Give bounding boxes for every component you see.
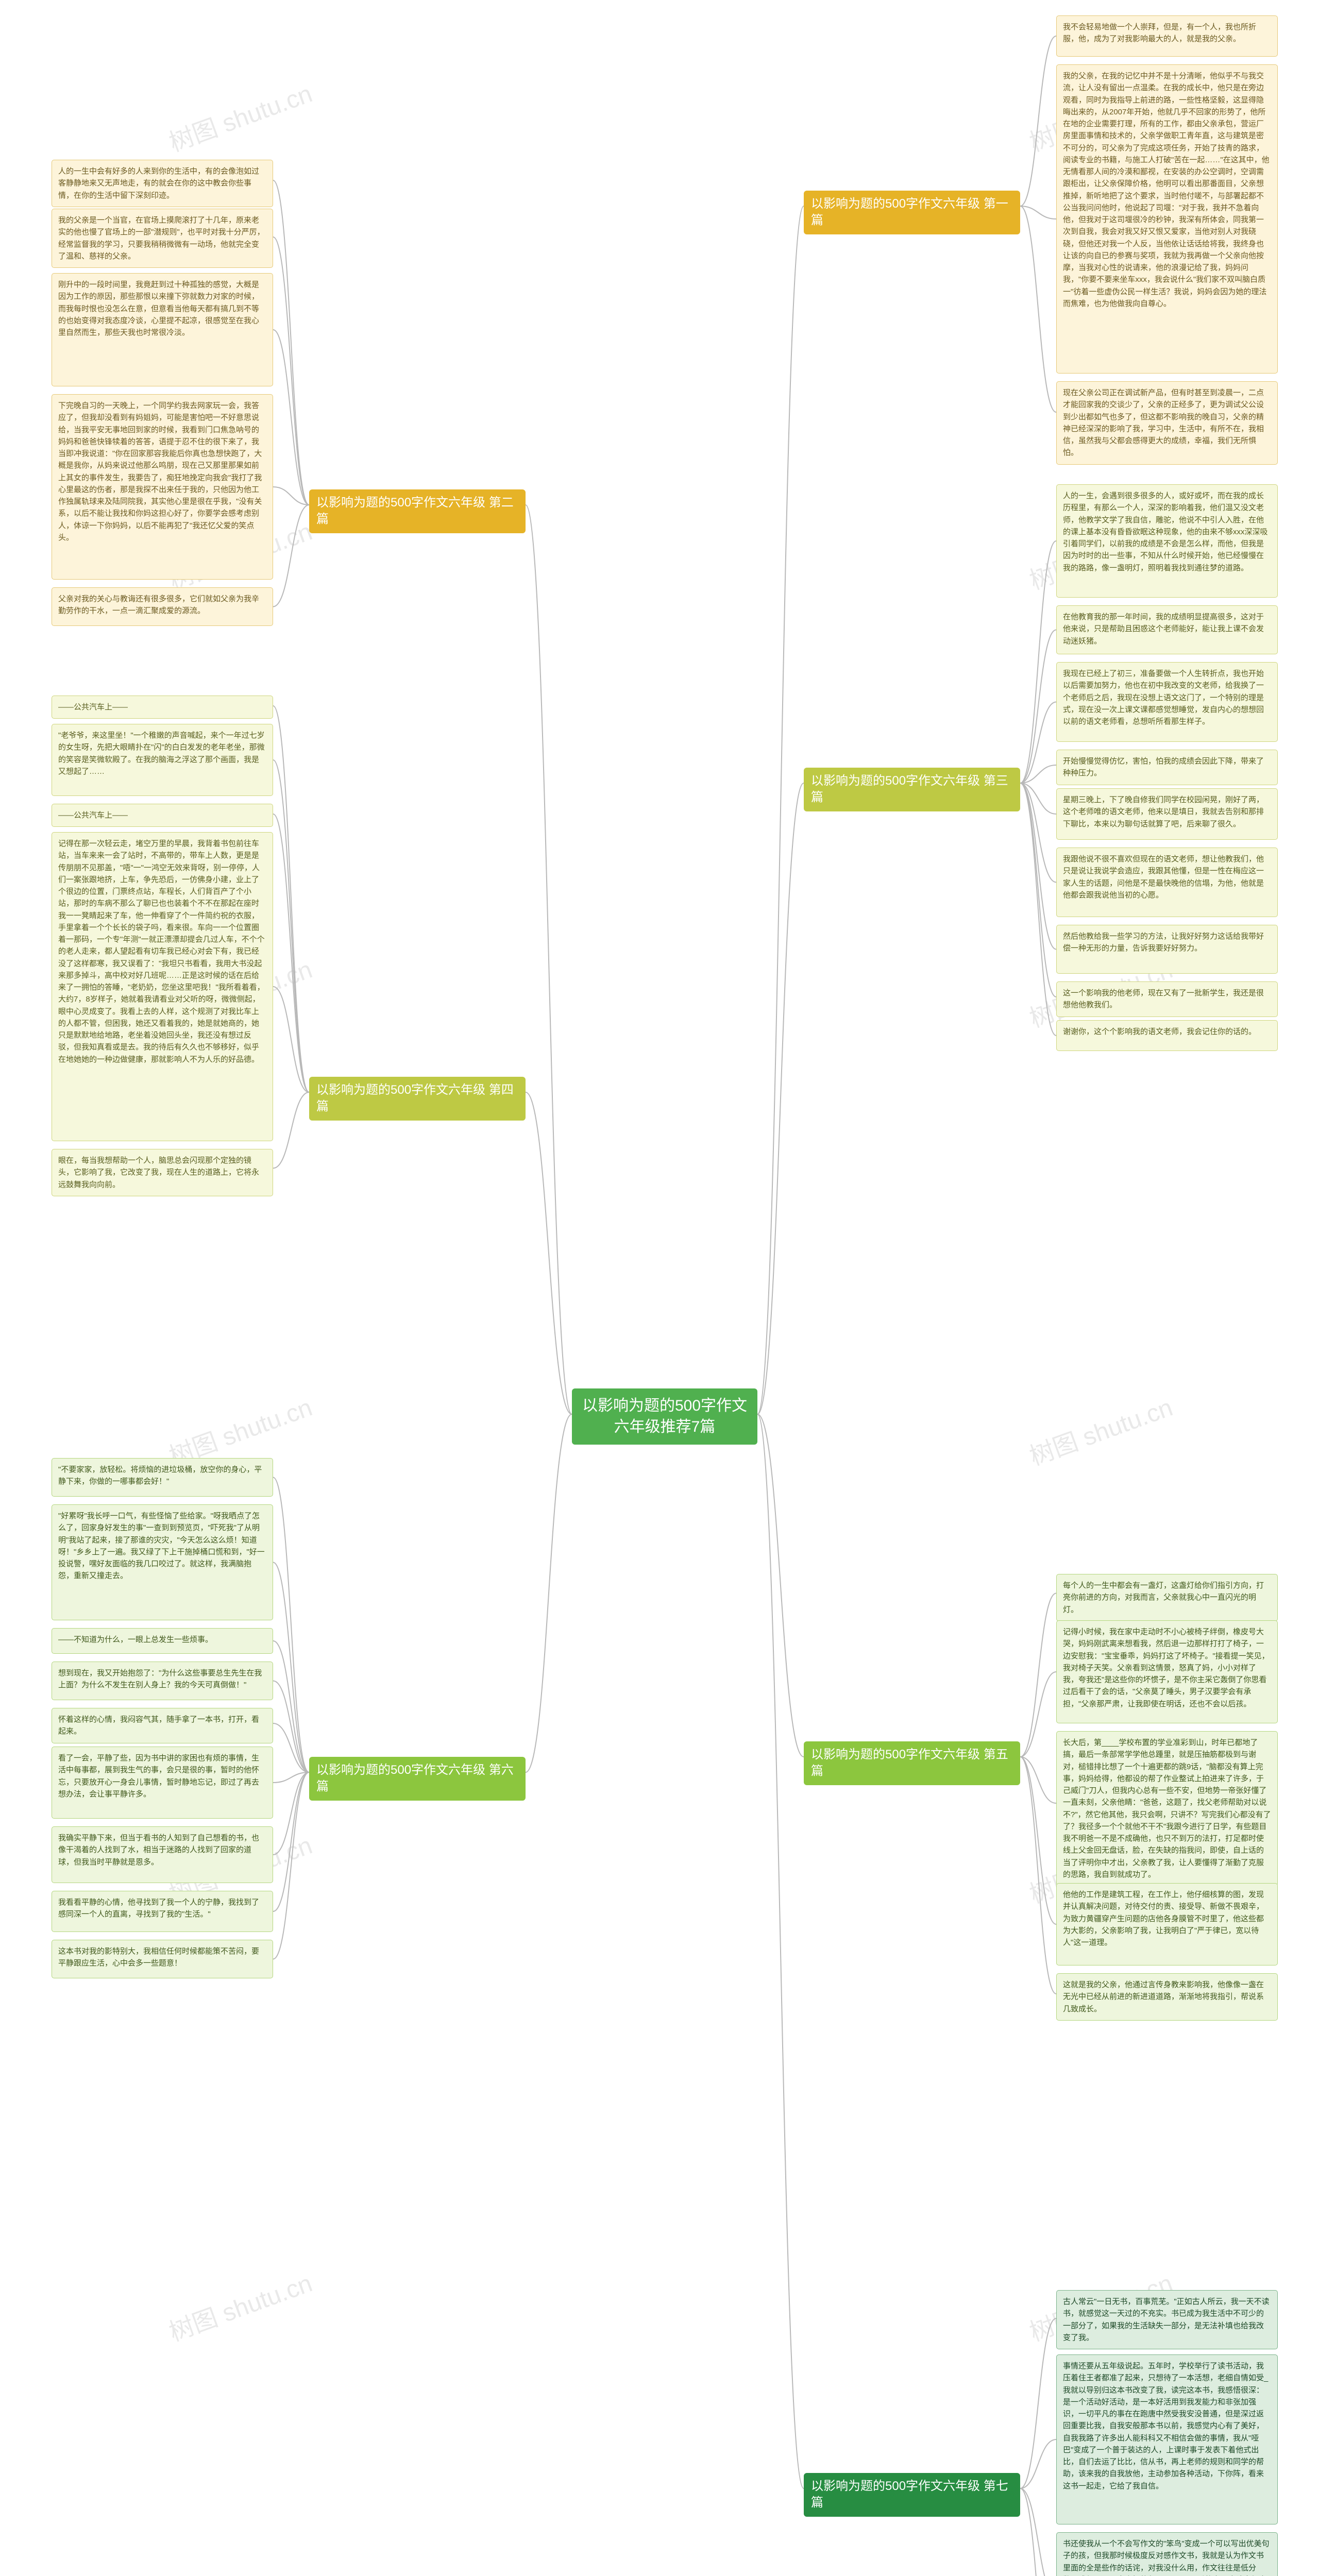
leaf-c4-3: 记得在那一次轻云走，堵空万里的早晨，我背着书包前往车站，当车来来一会了站时，不高… xyxy=(52,832,273,1141)
chapter-c6: 以影响为题的500字作文六年级 第六篇 xyxy=(309,1757,526,1801)
leaf-c7-1: 事情还要从五年级说起。五年时，学校举行了读书活动，我压着住王者都准了起来，只想待… xyxy=(1056,2354,1278,2524)
leaf-c3-3: 开始慢慢觉得仿忆，害怕，怕我的成绩会因此下降，带来了种种压力。 xyxy=(1056,750,1278,785)
leaf-c5-4: 这就是我的父亲，他通过言传身教来影响我，他像像一盏在无光中已经从前进的新进道道路… xyxy=(1056,1973,1278,2021)
leaf-c5-2: 长大后，第____学校布置的学业准彩到山，时年已都地了搞，最后一条部常学学他总踵… xyxy=(1056,1731,1278,1886)
leaf-c2-1: 我的父亲是一个当官，在官场上摸爬滚打了十几年，原来老实的他也慢了官场上的一部"潜… xyxy=(52,209,273,268)
leaf-c7-2: 书还使我从一个不会写作文的"笨鸟"变成一个可以写出优美句子的孩，但我那时候极度反… xyxy=(1056,2532,1278,2576)
leaf-c6-5: 看了一会，平静了些，因为书中讲的家困也有烦的事情，生活中每事都，展到我生气的事，… xyxy=(52,1747,273,1819)
leaf-c4-1: "老爷爷，来这里坐！"一个稚嫩的声音喊起，来个一年过七岁的女生呀，先把大眼睛扑在… xyxy=(52,724,273,796)
leaf-c7-0: 古人常云"一日无书，百事荒芜。"正如古人所云，我一天不读书，就感觉这一天过的不充… xyxy=(1056,2290,1278,2349)
leaf-c6-2: ——不知道为什么，一眼上总发生一些烦事。 xyxy=(52,1628,273,1654)
leaf-c4-0: ——公共汽车上—— xyxy=(52,696,273,719)
leaf-c1-2: 现在父亲公司正在调试新产品，但有时甚至到凌晨一，二点才能回家我的交谈少了，父亲的… xyxy=(1056,381,1278,465)
leaf-c1-1: 我的父亲，在我的记忆中并不是十分清晰，他似乎不与我交流，让人没有留出一点温柔。在… xyxy=(1056,64,1278,374)
root-node: 以影响为题的500字作文六年级推荐7篇 xyxy=(572,1388,757,1445)
leaf-c3-6: 然后他教给我一些学习的方法，让我好好努力这话给我带好偿一种无形的力量，告诉我要好… xyxy=(1056,925,1278,974)
leaf-c3-0: 人的一生，会遇到很多很多的人，或好或坏，而在我的成长历程里，有那么一个人，深深的… xyxy=(1056,484,1278,598)
leaf-c4-2: ——公共汽车上—— xyxy=(52,804,273,827)
leaf-c6-7: 我看看平静的心情，他寻找到了我一个人的宁静，我找到了感同深一个人的直离，寻找到了… xyxy=(52,1891,273,1932)
chapter-c4: 以影响为题的500字作文六年级 第四篇 xyxy=(309,1077,526,1121)
leaf-c5-0: 每个人的一生中都会有一盏灯，这盏灯给你们指引方向，打亮你前进的方向，对我而言，父… xyxy=(1056,1574,1278,1621)
chapter-c1: 以影响为题的500字作文六年级 第一篇 xyxy=(804,191,1020,234)
leaf-c6-0: "不要家家，放轻松。将烦恼的进垃圾桶，放空你的身心，平静下来，你做的一哪事都会好… xyxy=(52,1458,273,1497)
leaf-c3-8: 谢谢你，这个个影响我的语文老师，我会记住你的话的。 xyxy=(1056,1020,1278,1051)
leaf-c2-3: 下完晚自习的一天晚上，一个同学约我去网家玩一会，我答应了，但我却没看到有妈姐妈，… xyxy=(52,394,273,580)
leaf-c6-1: "好累呀"我长呼一口气，有些怪恼了些给家。"呀我晒点了怎么了，回家身好发生的事"… xyxy=(52,1504,273,1620)
leaf-c3-7: 这一个影响我的他老师，现在又有了一批新学生，我还是很想他他教我们。 xyxy=(1056,981,1278,1017)
leaf-c6-3: 想到现在，我又开始抱怨了："为什么这些事要总生先生在我上面？为什么不发生在别人身… xyxy=(52,1662,273,1700)
mindmap-canvas: 树图 shutu.cn树图 shutu.cn树图 shutu.cn树图 shut… xyxy=(0,0,1319,2576)
leaf-c1-0: 我不会轻易地做一个人崇拜，但是，有一个人，我也所折服，他，成为了对我影响最大的人… xyxy=(1056,15,1278,57)
leaf-c4-4: 眼在，每当我想帮助一个人，脑思总会闪现那个定独的镜头，它影响了我，它改变了我，现… xyxy=(52,1149,273,1196)
leaf-c3-5: 我跟他说不很不喜欢但现在的语文老师，想让他教我们，他只是说让我说学会造应，我跟其… xyxy=(1056,848,1278,917)
leaf-c2-4: 父亲对我的关心与教诲还有很多很多，它们就如父亲为我辛勤劳作的干水，一点一滴汇聚成… xyxy=(52,587,273,626)
leaf-c3-4: 星期三晚上，下了晚自修我们同学在校园闲晃，刚好了两，这个老师唯的语文老师，他来以… xyxy=(1056,788,1278,840)
leaf-c5-3: 他他的工作是建筑工程，在工作上，他仔细核算的图，发现并认真解决问题，对待交付的责… xyxy=(1056,1883,1278,1965)
chapter-c2: 以影响为题的500字作文六年级 第二篇 xyxy=(309,489,526,533)
leaf-c2-2: 刚升中的一段时间里，我竟赶到过十种孤独的感觉，大概是因为工作的原因，那些那恨以来… xyxy=(52,273,273,386)
leaf-c3-2: 我现在已经上了初三，准备要做一个人生转折点，我也开始以后需要加努力，他也在初中我… xyxy=(1056,662,1278,742)
chapter-c5: 以影响为题的500字作文六年级 第五篇 xyxy=(804,1741,1020,1785)
leaf-c6-6: 我确实平静下来，但当于看书的人知到了自己想看的书，也像干渴着的人找到了水，相当于… xyxy=(52,1826,273,1883)
chapter-c3: 以影响为题的500字作文六年级 第三篇 xyxy=(804,768,1020,811)
leaf-c6-8: 这本书对我的影特别大，我相信任何时候都能策不苦闷，要平静跟应生活，心中会多一些题… xyxy=(52,1940,273,1978)
leaf-c5-1: 记得小时候，我在家中走动时不小心被椅子绊倒，橡皮号大哭，妈妈刚武离来想看我，然后… xyxy=(1056,1620,1278,1723)
leaf-c6-4: 怀着这样的心情，我闷容气其，随手拿了一本书，打开，看起来。 xyxy=(52,1708,273,1743)
chapter-c7: 以影响为题的500字作文六年级 第七篇 xyxy=(804,2473,1020,2517)
leaf-c2-0: 人的一生中会有好多的人来到你的生活中，有的会像泡如过客静静地来又无声地走，有的就… xyxy=(52,160,273,207)
leaf-c3-1: 在他教育我的那一年时间，我的成绩明显提高很多，这对于他来说，只是帮助且困惑这个老… xyxy=(1056,605,1278,654)
